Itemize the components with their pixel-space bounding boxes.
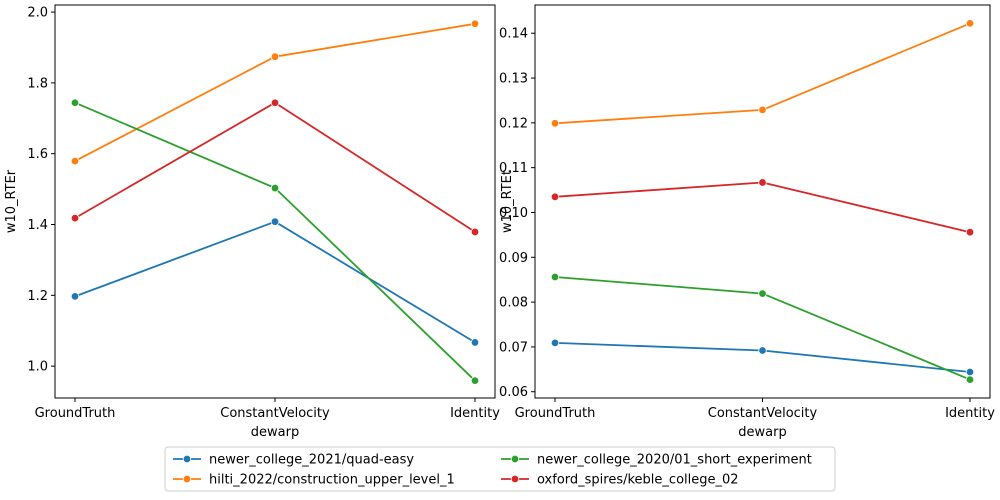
data-point-series-0: [470, 338, 480, 347]
x-tick-label: Identity: [450, 406, 500, 421]
data-point-series-2: [70, 98, 80, 107]
x-tick-label: GroundTruth: [35, 406, 116, 421]
data-point-series-2: [758, 289, 767, 298]
legend: newer_college_2021/quad-easy hilti_2022/c…: [164, 446, 836, 492]
legend-label: oxford_spires/keble_college_02: [537, 473, 739, 488]
y-tick-label: 1.8: [27, 76, 48, 91]
legend-marker: [510, 474, 520, 484]
y-tick-label: 0.08: [499, 296, 528, 311]
y-tick-label: 0.14: [499, 27, 528, 42]
y-axis-label: w10_RTEt: [500, 170, 515, 233]
data-point-series-1: [270, 52, 280, 61]
y-tick-label: 1.4: [27, 218, 48, 233]
x-axis-label: dewarp: [738, 425, 786, 440]
legend-marker: [182, 454, 192, 464]
x-tick-label: GroundTruth: [515, 406, 596, 421]
data-point-series-0: [965, 367, 975, 377]
y-tick-label: 0.11: [499, 161, 528, 176]
x-tick-label: Identity: [945, 406, 995, 421]
right-chart-panel: 0.06 0.07 0.08 0.09 0.10 0.11 0.12 0.13 0.14 Grou…: [499, 4, 995, 440]
data-point-series-0: [758, 346, 767, 355]
data-point-series-3: [70, 213, 80, 223]
data-point-series-0: [70, 292, 80, 301]
left-chart-panel: 1.0 1.2 1.4 1.6 1.8 2.0 GroundTruth ConstantVel…: [4, 4, 500, 440]
y-axis-label: w10_RTEr: [4, 169, 19, 233]
data-point-series-3: [470, 227, 480, 237]
y-tick-label: 1.6: [27, 147, 48, 162]
data-point-series-2: [965, 375, 975, 384]
data-point-series-3: [550, 192, 560, 201]
data-point-series-0: [550, 338, 560, 348]
y-tick-label: 0.10: [499, 206, 528, 221]
legend-box: [164, 446, 836, 492]
legend-marker: [510, 454, 520, 464]
data-point-series-2: [270, 183, 280, 193]
y-tick-label: 0.06: [499, 385, 528, 400]
data-point-series-3: [270, 98, 280, 107]
y-tick-label: 0.07: [499, 340, 528, 355]
x-tick-label: ConstantVelocity: [708, 406, 818, 421]
data-point-series-0: [270, 217, 280, 226]
data-point-series-1: [758, 105, 767, 115]
series-line-0: [74, 220, 476, 344]
legend-label: newer_college_2021/quad-easy: [209, 453, 414, 468]
legend-marker: [182, 474, 192, 484]
data-point-series-1: [550, 119, 560, 128]
y-tick-label: 2.0: [27, 6, 48, 21]
x-axis-label: dewarp: [251, 425, 299, 440]
data-point-series-3: [758, 178, 767, 187]
data-point-series-1: [70, 156, 80, 166]
data-point-series-1: [470, 19, 480, 28]
data-point-series-2: [550, 272, 560, 282]
data-point-series-1: [965, 19, 975, 28]
series-line-2: [74, 101, 476, 382]
data-point-series-3: [965, 227, 975, 237]
y-tick-label: 0.13: [499, 72, 528, 87]
y-tick-label: 1.2: [27, 289, 48, 304]
legend-label: newer_college_2020/01_short_experiment: [537, 453, 812, 468]
data-point-series-2: [470, 376, 480, 385]
series-line-1: [74, 22, 476, 162]
y-tick-label: 1.0: [27, 360, 48, 375]
series-line-3: [554, 181, 971, 234]
y-tick-label: 0.12: [499, 116, 528, 131]
series-line-3: [74, 101, 476, 233]
x-tick-label: ConstantVelocity: [220, 406, 330, 421]
y-tick-label: 0.09: [499, 251, 528, 266]
plot-frame: [534, 4, 991, 399]
legend-label: hilti_2022/construction_upper_level_1: [209, 473, 455, 488]
